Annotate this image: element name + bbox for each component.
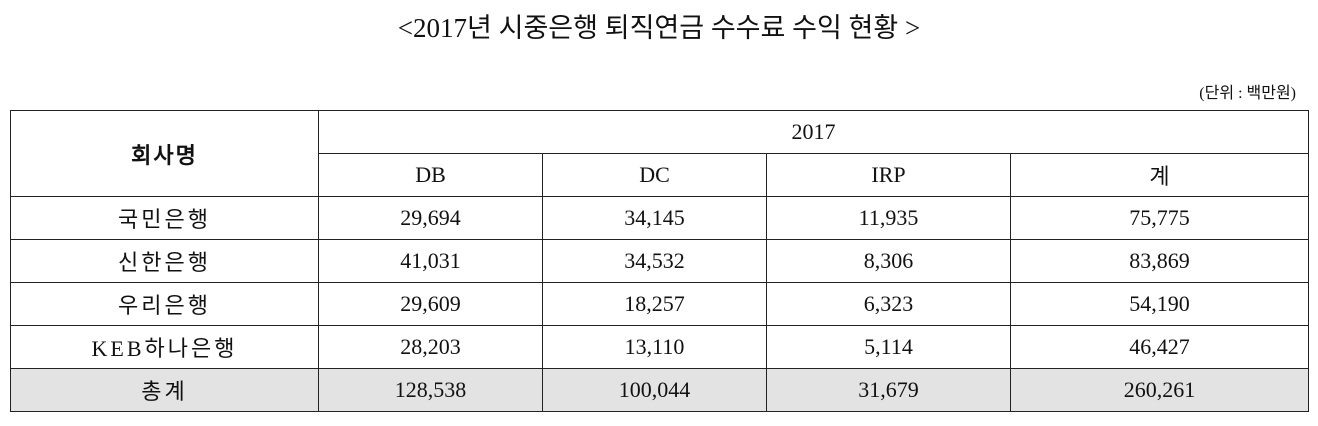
cell: 5,114 xyxy=(766,325,1011,369)
title: <2017년 시중은행 퇴직연금 수수료 수익 현황 > xyxy=(397,13,921,43)
table-row: 국민은행 29,694 34,145 11,935 75,775 xyxy=(10,196,1309,240)
cell: 31,679 xyxy=(766,368,1011,412)
cell: 128,538 xyxy=(318,368,543,412)
cell: 41,031 xyxy=(318,239,543,283)
cell: 100,044 xyxy=(542,368,767,412)
cell: 34,532 xyxy=(542,239,767,283)
year-header: 2017 xyxy=(318,110,1309,154)
cell: 6,323 xyxy=(766,282,1011,326)
cell: 28,203 xyxy=(318,325,543,369)
company-name: 국민은행 xyxy=(10,196,319,240)
table-row: 신한은행 41,031 34,532 8,306 83,869 xyxy=(10,239,1309,283)
column-header: DB xyxy=(318,153,543,197)
cell: 46,427 xyxy=(1010,325,1309,369)
company-name: 신한은행 xyxy=(10,239,319,283)
column-header: DC xyxy=(542,153,767,197)
table-row: KEB하나은행 28,203 13,110 5,114 46,427 xyxy=(10,325,1309,369)
cell: 8,306 xyxy=(766,239,1011,283)
cell: 54,190 xyxy=(1010,282,1309,326)
cell: 75,775 xyxy=(1010,196,1309,240)
cell: 29,694 xyxy=(318,196,543,240)
cell: 13,110 xyxy=(542,325,767,369)
unit-label: (단위 : 백만원) xyxy=(1199,85,1296,102)
cell: 29,609 xyxy=(318,282,543,326)
company-header: 회사명 xyxy=(10,110,319,197)
fee-table: 회사명 2017 DB DC IRP 계 국민은행 29,694 34,145 11,935… xyxy=(10,110,1309,412)
cell: 18,257 xyxy=(542,282,767,326)
column-header: IRP xyxy=(766,153,1011,197)
cell: 11,935 xyxy=(766,196,1011,240)
cell: 260,261 xyxy=(1010,368,1309,412)
company-name: 총계 xyxy=(10,368,319,412)
cell: 34,145 xyxy=(542,196,767,240)
table-row: 총계 128,538 100,044 31,679 260,261 xyxy=(10,368,1309,412)
company-name: KEB하나은행 xyxy=(10,325,319,369)
cell: 83,869 xyxy=(1010,239,1309,283)
table-row: 우리은행 29,609 18,257 6,323 54,190 xyxy=(10,282,1309,326)
column-header: 계 xyxy=(1010,153,1309,197)
company-name: 우리은행 xyxy=(10,282,319,326)
